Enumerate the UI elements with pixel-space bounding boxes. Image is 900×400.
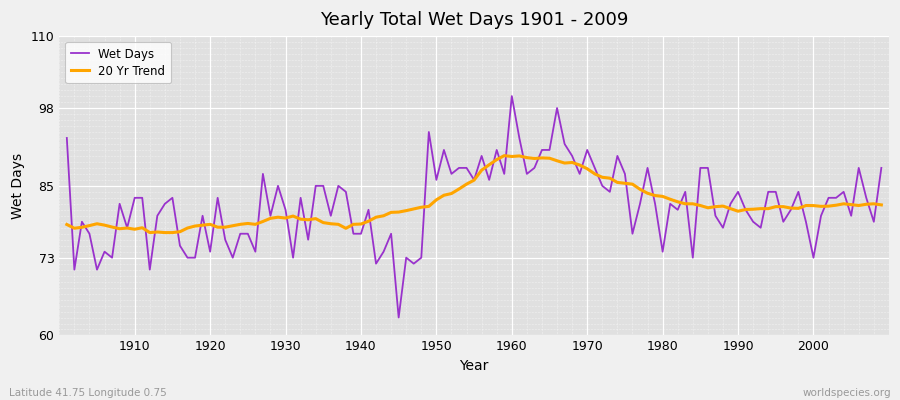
Wet Days xyxy=(393,315,404,320)
Wet Days xyxy=(514,136,525,140)
Line: 20 Yr Trend: 20 Yr Trend xyxy=(67,156,881,232)
Wet Days xyxy=(122,225,132,230)
Wet Days xyxy=(521,172,532,176)
Wet Days xyxy=(612,154,623,158)
Text: Latitude 41.75 Longitude 0.75: Latitude 41.75 Longitude 0.75 xyxy=(9,388,166,398)
20 Yr Trend xyxy=(521,155,532,160)
Wet Days xyxy=(333,184,344,188)
20 Yr Trend xyxy=(612,180,623,185)
X-axis label: Year: Year xyxy=(459,359,489,373)
Wet Days xyxy=(876,166,886,170)
20 Yr Trend xyxy=(876,202,886,207)
20 Yr Trend xyxy=(61,222,72,227)
Title: Yearly Total Wet Days 1901 - 2009: Yearly Total Wet Days 1901 - 2009 xyxy=(320,11,628,29)
20 Yr Trend xyxy=(122,226,132,230)
20 Yr Trend xyxy=(340,226,351,231)
Wet Days xyxy=(507,94,517,98)
20 Yr Trend xyxy=(499,153,509,158)
Wet Days xyxy=(288,255,299,260)
20 Yr Trend xyxy=(144,230,155,235)
Line: Wet Days: Wet Days xyxy=(67,96,881,318)
Y-axis label: Wet Days: Wet Days xyxy=(11,153,25,219)
20 Yr Trend xyxy=(514,154,525,158)
Legend: Wet Days, 20 Yr Trend: Wet Days, 20 Yr Trend xyxy=(65,42,171,84)
Text: worldspecies.org: worldspecies.org xyxy=(803,388,891,398)
20 Yr Trend xyxy=(295,217,306,222)
Wet Days xyxy=(61,136,72,140)
